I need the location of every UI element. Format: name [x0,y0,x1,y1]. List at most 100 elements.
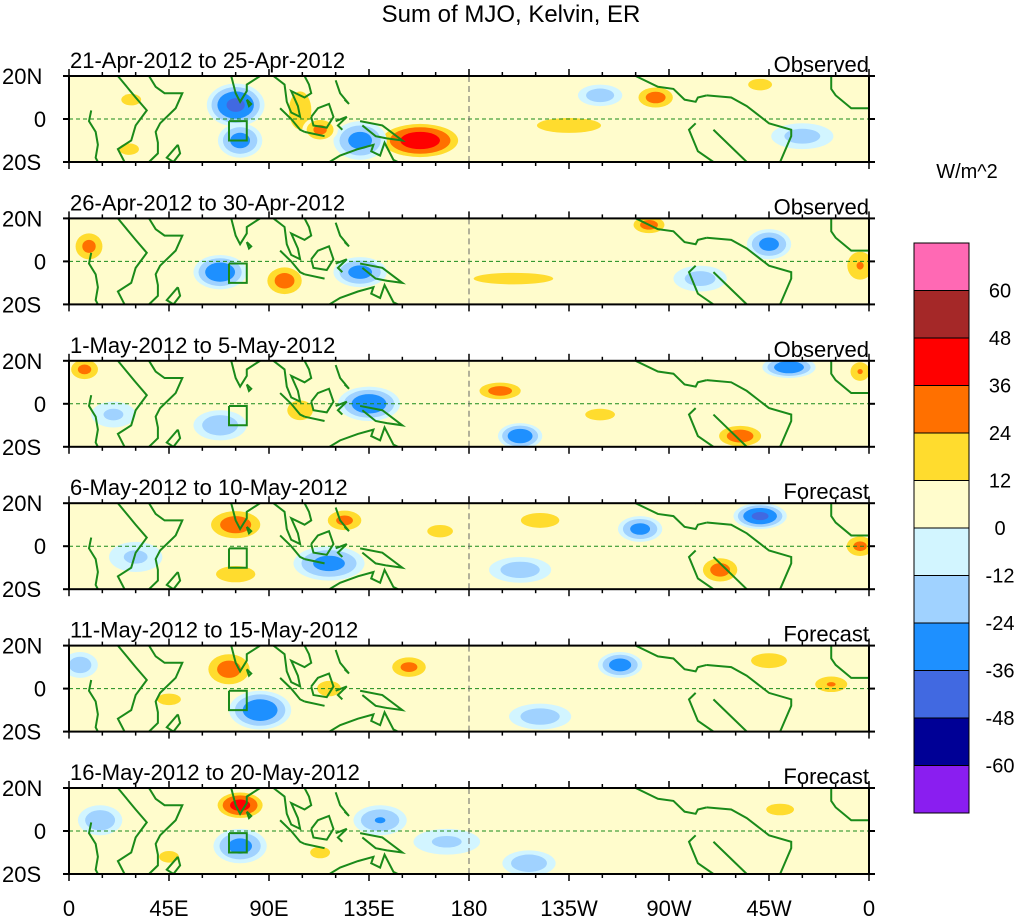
coastline [272,218,313,262]
anomaly-contour [310,846,331,859]
anomaly-contour [857,368,863,375]
coastline [635,76,708,103]
coastline [279,534,305,561]
region-box [228,120,248,142]
anomaly-contour [473,220,607,243]
coastline [310,672,335,699]
y-tick-label: 20N [2,776,42,801]
coastline [687,407,715,447]
anomaly-contour [645,91,666,104]
anomaly-contour [826,682,836,687]
coastline [87,110,99,162]
coastline [148,788,184,874]
coastline [304,558,325,565]
anomaly-contour [400,131,440,150]
panel-status: Observed [774,337,869,362]
colorbar-swatch [913,290,970,339]
coastline [327,852,399,874]
anomaly-contour [630,523,651,535]
colorbar-label: -12 [986,566,1015,588]
anomaly-contour [774,361,804,374]
coastline [228,645,263,674]
anomaly-contour [624,421,803,447]
anomaly-contour [69,647,203,670]
anomaly-contour [336,515,353,526]
anomaly-contour [69,505,203,527]
map-panel: 11-May-2012 to 15-May-2012 Forecast 20N 0 20… [2,618,875,745]
coastline [279,249,305,276]
anomaly-contour [119,143,139,155]
anomaly-contour [710,563,731,577]
coastline [687,549,715,590]
coastline [116,503,149,590]
coastline [334,507,350,532]
anomaly-field [69,503,869,590]
anomaly-contour [269,788,403,808]
colorbar: W/m^2 60 48 36 24 12 0 -12 -24 -36 -48 -60 [913,161,1015,814]
coastline [687,264,715,305]
colorbar-label: 24 [989,423,1011,445]
anomaly-contour [784,128,821,144]
coastline [228,218,263,247]
anomaly-contour [348,265,373,279]
coastline [272,645,313,689]
figure-title: Sum of MJO, Kelvin, ER [382,1,641,28]
anomaly-contour [759,237,779,251]
coastline [359,689,407,712]
coastline [359,262,407,285]
coastline [310,102,335,129]
anomaly-contour [348,131,373,150]
colorbar-swatch [913,337,970,386]
anomaly-contour [400,662,418,672]
anomaly-contour [69,569,181,590]
anomaly-contour [85,810,116,831]
coastline [304,130,325,138]
anomaly-contour [374,817,386,824]
anomaly-contour [274,273,295,289]
colorbar-swatch [913,765,970,814]
x-tick-label: 0 [63,896,75,921]
anomaly-contour [431,835,462,848]
colorbar-swatch [913,717,970,766]
coastline [148,503,184,590]
coastline [279,107,305,133]
y-tick-label: 20S [2,577,41,602]
anomaly-contour [82,239,96,253]
anomaly-contour [103,408,124,421]
anomaly-contour [69,712,181,732]
panel-status: Forecast [783,622,869,647]
anomaly-contour [217,660,241,678]
y-tick-label: 0 [34,677,46,702]
coastline [304,700,325,707]
anomaly-contour [242,699,278,721]
colorbar-label: -48 [986,708,1015,730]
anomaly-contour [313,555,345,572]
coastline [335,400,348,416]
anomaly-contour [585,408,616,421]
anomaly-contour [609,658,632,672]
anomaly-field [69,218,869,305]
anomaly-contour [157,693,181,706]
coastline [279,392,305,418]
coastline [335,258,348,273]
anomaly-contour [69,362,203,385]
anomaly-contour [520,708,560,725]
y-tick-label: 20S [2,435,41,460]
coastline [116,788,149,874]
anomaly-contour [69,656,92,674]
anomaly-contour [69,427,181,447]
anomaly-contour [748,78,773,91]
coastline [116,360,149,447]
colorbar-swatch [913,527,970,576]
colorbar-swatch [913,480,970,529]
anomaly-contour [228,838,253,854]
coastline [310,387,335,414]
anomaly-field [69,360,869,447]
coastline [279,819,305,845]
anomaly-contour [520,512,560,528]
panel-period: 16-May-2012 to 20-May-2012 [70,760,360,785]
coastline [712,841,748,874]
anomaly-contour [751,512,769,521]
coastline [359,404,407,427]
coastline [635,503,708,531]
